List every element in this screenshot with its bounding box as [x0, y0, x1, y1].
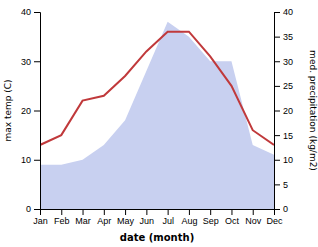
tick-mark: [146, 209, 147, 215]
tick: Dec: [266, 209, 283, 226]
tick: Sep: [203, 209, 219, 226]
tick-mark: [274, 209, 280, 210]
tick: Feb: [54, 209, 70, 226]
tick-label: Dec: [266, 216, 283, 226]
tick-label: Aug: [181, 216, 197, 226]
tick-mark: [34, 111, 40, 112]
tick-label: 40: [21, 7, 31, 17]
tick: Mar: [75, 209, 91, 226]
tick-mark: [83, 209, 84, 215]
x-axis-title: date (month): [120, 232, 194, 243]
axis-line: [41, 210, 275, 216]
tick-mark: [274, 61, 280, 62]
tick-label: 10: [21, 155, 31, 165]
tick-label: 0: [283, 204, 288, 214]
chart: JanFebMarAprMayJunJulAugSepOctNovDec0102…: [0, 0, 318, 247]
tick: Jul: [162, 209, 174, 226]
tick-label: 30: [21, 57, 31, 67]
tick-mark: [274, 135, 280, 136]
tick: 30: [21, 57, 40, 67]
tick-label: Nov: [245, 216, 262, 226]
tick-mark: [274, 111, 280, 112]
tick-label: Oct: [225, 216, 240, 226]
tick-mark: [34, 61, 40, 62]
marks: [40, 22, 274, 209]
tick-label: 20: [21, 106, 31, 116]
precip-area: [40, 22, 274, 209]
tick-mark: [274, 12, 280, 13]
tick-mark: [274, 184, 280, 185]
x-axis: Jan Feb Mar Apr May Jun Jul Aug Sep Oct Nov Dec: [33, 209, 283, 226]
tick-label: Jan: [33, 216, 48, 226]
tick-label: 25: [283, 81, 293, 91]
tick-mark: [34, 209, 40, 210]
tick-mark: [104, 209, 105, 215]
tick-label: May: [117, 216, 135, 226]
tick-label: 40: [283, 7, 293, 17]
tick: 30: [274, 57, 293, 67]
tick: Jun: [140, 209, 155, 226]
tick-mark: [34, 160, 40, 161]
tick: 5: [274, 180, 288, 190]
tick-label: 15: [283, 131, 293, 141]
tick-label: 0: [26, 204, 31, 214]
tick: Jan: [33, 209, 48, 226]
tick-label: 35: [283, 32, 293, 42]
temp-line: [40, 32, 274, 145]
plot-root: JanFebMarAprMayJunJulAugSepOctNovDec0102…: [21, 7, 293, 226]
tick: May: [117, 209, 135, 226]
tick-label: Jun: [140, 216, 155, 226]
tick: 15: [274, 131, 293, 141]
tick-label: Feb: [54, 216, 70, 226]
tick-label: Mar: [75, 216, 91, 226]
tick-mark: [210, 209, 211, 215]
tick-mark: [34, 12, 40, 13]
tick: 20: [21, 106, 40, 116]
tick: Oct: [225, 209, 240, 226]
tick-mark: [189, 209, 190, 215]
tick: Aug: [181, 209, 197, 226]
tick-label: 10: [283, 155, 293, 165]
tick-mark: [168, 209, 169, 215]
y2-axis-title: med. precipitation (kg/m2): [308, 50, 318, 171]
tick-mark: [274, 160, 280, 161]
tick-mark: [61, 209, 62, 215]
tick: Nov: [245, 209, 262, 226]
y-axis-title: max temp (C): [3, 79, 13, 141]
tick: 20: [274, 106, 293, 116]
tick: 40: [21, 7, 40, 17]
tick: Apr: [97, 209, 111, 226]
tick-label: 5: [283, 180, 288, 190]
tick-mark: [274, 37, 280, 38]
tick: 35: [274, 32, 293, 42]
tick-mark: [231, 209, 232, 215]
tick-mark: [125, 209, 126, 215]
tick: 10: [21, 155, 40, 165]
tick: 0: [26, 204, 40, 214]
tick: 10: [274, 155, 293, 165]
y2-axis: 0 5 10 15 20 25 30 35 40: [274, 7, 293, 214]
tick-label: Apr: [97, 216, 111, 226]
tick: 40: [274, 7, 293, 17]
tick: 0: [274, 204, 288, 214]
tick-label: 30: [283, 57, 293, 67]
axis-line: [34, 13, 41, 210]
tick-label: 20: [283, 106, 293, 116]
tick-mark: [253, 209, 254, 215]
tick-label: Sep: [203, 216, 219, 226]
y-axis: 0 10 20 30 40: [21, 7, 41, 214]
tick: 25: [274, 81, 293, 91]
tick-label: Jul: [162, 216, 174, 226]
tick-mark: [274, 86, 280, 87]
axis-line: [275, 13, 281, 210]
